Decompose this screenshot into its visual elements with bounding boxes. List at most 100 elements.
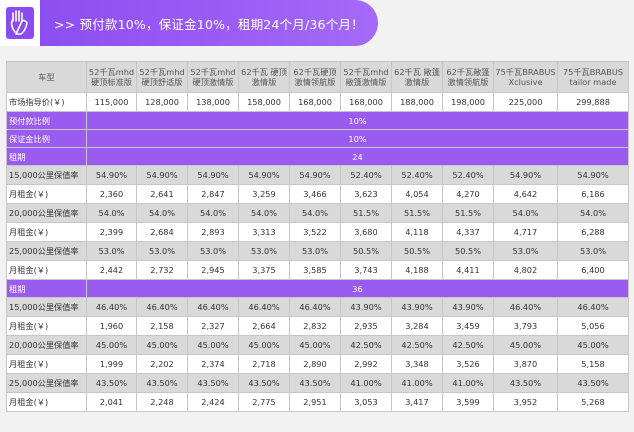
header-cell-model: 车型 bbox=[6, 61, 87, 93]
cell: 3,743 bbox=[340, 260, 392, 280]
cell: 2,327 bbox=[187, 316, 239, 336]
row-label: 月租金(￥) bbox=[6, 354, 87, 374]
cell: 54.0% bbox=[557, 203, 629, 223]
term-24-body: 15,000公里保值率 54.90% 54.90% 54.90% 54.90% 54.90… bbox=[6, 165, 629, 280]
cell: 54.90% bbox=[187, 165, 239, 185]
cell: 1,960 bbox=[86, 316, 137, 336]
cell: 3,599 bbox=[442, 392, 494, 412]
table-row: 20,000公里保值率 45.00% 45.00% 45.00% 45.00% 45.00… bbox=[6, 335, 629, 355]
cell: 46.40% bbox=[289, 297, 341, 317]
header-cell: 52千瓦mhd 敞篷激情版 bbox=[340, 61, 392, 93]
deposit-row: 保证金比例 10% bbox=[6, 129, 629, 148]
cell: 2,664 bbox=[238, 316, 290, 336]
cell: 4,337 bbox=[442, 222, 494, 242]
cell: 54.90% bbox=[136, 165, 188, 185]
cell: 54.90% bbox=[493, 165, 558, 185]
cell: 2,641 bbox=[136, 184, 188, 204]
row-label: 预付款比例 bbox=[6, 111, 87, 130]
cell: 46.40% bbox=[557, 297, 629, 317]
banner-title: >> 预付款10%，保证金10%，租期24个月/36个月！ bbox=[54, 16, 364, 32]
cell: 225,000 bbox=[493, 92, 558, 112]
merged-cell: 24 bbox=[86, 147, 629, 166]
cell: 2,893 bbox=[187, 222, 239, 242]
cell: 43.90% bbox=[391, 297, 443, 317]
cell: 5,158 bbox=[557, 354, 629, 374]
cell: 42.50% bbox=[391, 335, 443, 355]
cell: 138,000 bbox=[187, 92, 239, 112]
cell: 46.40% bbox=[187, 297, 239, 317]
cell: 51.5% bbox=[391, 203, 443, 223]
promo-banner: >> 预付款10%，保证金10%，租期24个月/36个月！ bbox=[0, 0, 378, 46]
cell: 43.50% bbox=[557, 373, 629, 393]
cell: 4,118 bbox=[391, 222, 443, 242]
cell: 54.0% bbox=[238, 203, 290, 223]
cell: 3,952 bbox=[493, 392, 558, 412]
cell: 53.0% bbox=[493, 241, 558, 261]
cell: 2,442 bbox=[86, 260, 137, 280]
cell: 51.5% bbox=[442, 203, 494, 223]
table-row: 月租金(￥) 1,960 2,158 2,327 2,664 2,832 2,935 3,28… bbox=[6, 316, 629, 336]
cell: 43.50% bbox=[136, 373, 188, 393]
cell: 53.0% bbox=[187, 241, 239, 261]
row-label: 15,000公里保值率 bbox=[6, 165, 87, 185]
cell: 3,348 bbox=[391, 354, 443, 374]
cell: 50.5% bbox=[391, 241, 443, 261]
cell: 2,360 bbox=[86, 184, 137, 204]
cell: 188,000 bbox=[391, 92, 443, 112]
cell: 2,424 bbox=[187, 392, 239, 412]
table-row: 月租金(￥) 2,360 2,641 2,847 3,259 3,466 3,623 4,05… bbox=[6, 184, 629, 204]
msrp-row: 市场指导价(￥) 115,000 128,000 138,000 158,000… bbox=[6, 92, 629, 112]
cell: 46.40% bbox=[136, 297, 188, 317]
cell: 2,684 bbox=[136, 222, 188, 242]
cell: 2,951 bbox=[289, 392, 341, 412]
merged-cell: 36 bbox=[86, 279, 629, 298]
row-label: 20,000公里保值率 bbox=[6, 203, 87, 223]
hand-icon-graphic bbox=[6, 7, 34, 39]
cell: 4,411 bbox=[442, 260, 494, 280]
cell: 299,888 bbox=[557, 92, 629, 112]
cell: 3,284 bbox=[391, 316, 443, 336]
row-label: 月租金(￥) bbox=[6, 316, 87, 336]
cell: 4,188 bbox=[391, 260, 443, 280]
cell: 46.40% bbox=[86, 297, 137, 317]
cell: 2,202 bbox=[136, 354, 188, 374]
cell: 53.0% bbox=[557, 241, 629, 261]
header-cell: 75千瓦BRABUS Xclusive bbox=[493, 61, 558, 93]
cell: 3,313 bbox=[238, 222, 290, 242]
row-label: 20,000公里保值率 bbox=[6, 335, 87, 355]
cell: 2,775 bbox=[238, 392, 290, 412]
header-cell: 62千瓦 硬顶激情版 bbox=[238, 61, 290, 93]
cell: 43.50% bbox=[238, 373, 290, 393]
table-row: 月租金(￥) 2,399 2,684 2,893 3,313 3,522 3,680 4,11… bbox=[6, 222, 629, 242]
row-label: 月租金(￥) bbox=[6, 260, 87, 280]
cell: 54.0% bbox=[136, 203, 188, 223]
cell: 3,793 bbox=[493, 316, 558, 336]
cell: 43.50% bbox=[187, 373, 239, 393]
cell: 43.50% bbox=[86, 373, 137, 393]
cell: 3,259 bbox=[238, 184, 290, 204]
cell: 168,000 bbox=[289, 92, 341, 112]
cell: 41.00% bbox=[391, 373, 443, 393]
cell: 43.90% bbox=[340, 297, 392, 317]
term-36-body: 15,000公里保值率 46.40% 46.40% 46.40% 46.40% 46.40… bbox=[6, 297, 629, 412]
lease-table: 车型 52千瓦mhd 硬顶标准版 52千瓦mhd 硬顶舒适版 52千瓦mhd 硬… bbox=[6, 61, 629, 412]
cell: 6,288 bbox=[557, 222, 629, 242]
row-label: 保证金比例 bbox=[6, 129, 87, 148]
cell: 2,890 bbox=[289, 354, 341, 374]
table-row: 月租金(￥) 2,041 2,248 2,424 2,775 2,951 3,053 3,41… bbox=[6, 392, 629, 412]
row-label: 月租金(￥) bbox=[6, 222, 87, 242]
cell: 54.90% bbox=[557, 165, 629, 185]
row-label: 月租金(￥) bbox=[6, 184, 87, 204]
cell: 4,054 bbox=[391, 184, 443, 204]
cell: 41.00% bbox=[340, 373, 392, 393]
table-row: 25,000公里保值率 53.0% 53.0% 53.0% 53.0% 53.0% 50.5… bbox=[6, 241, 629, 261]
cell: 41.00% bbox=[442, 373, 494, 393]
merged-cell: 10% bbox=[86, 129, 629, 148]
cell: 198,000 bbox=[442, 92, 494, 112]
cell: 54.0% bbox=[493, 203, 558, 223]
table-row: 15,000公里保值率 54.90% 54.90% 54.90% 54.90% 54.90… bbox=[6, 165, 629, 185]
term-36-row: 租期 36 bbox=[6, 279, 629, 298]
row-label: 月租金(￥) bbox=[6, 392, 87, 412]
cell: 2,041 bbox=[86, 392, 137, 412]
cell: 115,000 bbox=[86, 92, 137, 112]
